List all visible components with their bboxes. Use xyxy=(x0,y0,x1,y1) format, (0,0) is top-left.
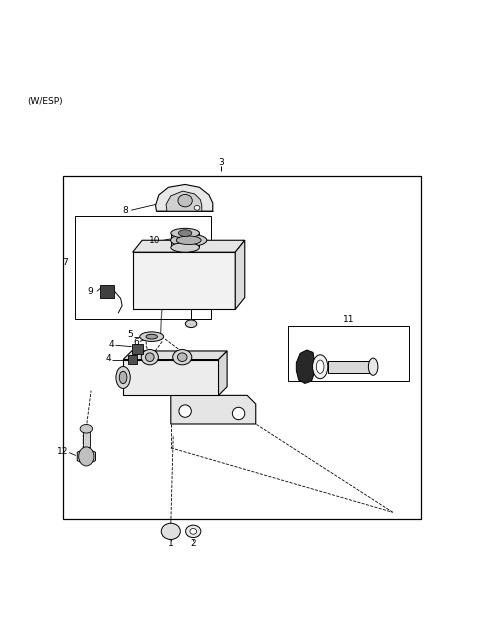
Text: 9: 9 xyxy=(88,287,94,296)
Text: 4: 4 xyxy=(106,354,111,363)
Polygon shape xyxy=(218,351,227,396)
Ellipse shape xyxy=(161,523,180,540)
Ellipse shape xyxy=(119,371,127,383)
Ellipse shape xyxy=(312,355,328,378)
Bar xyxy=(328,360,373,373)
Text: 12: 12 xyxy=(57,447,68,456)
Text: 6: 6 xyxy=(133,338,139,347)
Bar xyxy=(63,176,421,519)
Bar xyxy=(132,345,143,354)
Polygon shape xyxy=(296,350,314,383)
Polygon shape xyxy=(77,448,96,465)
Ellipse shape xyxy=(194,205,200,210)
Ellipse shape xyxy=(145,353,154,362)
Ellipse shape xyxy=(232,407,245,420)
Ellipse shape xyxy=(178,353,187,362)
Ellipse shape xyxy=(79,447,94,466)
Ellipse shape xyxy=(146,334,157,339)
Text: 3: 3 xyxy=(218,158,224,167)
Ellipse shape xyxy=(190,528,197,534)
Ellipse shape xyxy=(80,424,93,433)
Ellipse shape xyxy=(178,195,192,207)
Polygon shape xyxy=(123,360,218,396)
Ellipse shape xyxy=(116,366,130,389)
Polygon shape xyxy=(171,396,256,424)
Ellipse shape xyxy=(173,350,192,365)
Text: 5: 5 xyxy=(127,330,132,339)
Polygon shape xyxy=(132,241,245,252)
Ellipse shape xyxy=(186,525,201,538)
Ellipse shape xyxy=(316,360,324,373)
Ellipse shape xyxy=(141,350,158,365)
Ellipse shape xyxy=(179,405,192,417)
Bar xyxy=(75,216,211,319)
Text: 7: 7 xyxy=(62,258,68,267)
Bar xyxy=(171,233,199,248)
Ellipse shape xyxy=(140,332,164,341)
Text: 2: 2 xyxy=(191,539,196,548)
Ellipse shape xyxy=(368,358,378,375)
Ellipse shape xyxy=(179,230,192,237)
Bar xyxy=(128,355,137,364)
Polygon shape xyxy=(123,351,227,360)
Ellipse shape xyxy=(176,236,201,244)
Text: 8: 8 xyxy=(122,205,128,215)
Bar xyxy=(100,285,115,297)
Polygon shape xyxy=(132,252,235,309)
Ellipse shape xyxy=(171,228,199,238)
Text: 10: 10 xyxy=(149,236,160,245)
Bar xyxy=(288,326,409,381)
Text: 1: 1 xyxy=(168,539,174,548)
Text: (W/ESP): (W/ESP) xyxy=(28,97,63,106)
Bar xyxy=(83,429,90,447)
Ellipse shape xyxy=(171,242,199,252)
Text: 4: 4 xyxy=(109,340,115,349)
Ellipse shape xyxy=(170,234,207,246)
Polygon shape xyxy=(235,241,245,309)
Polygon shape xyxy=(156,184,213,211)
Text: 11: 11 xyxy=(343,315,354,323)
Ellipse shape xyxy=(185,320,197,327)
Polygon shape xyxy=(166,191,202,211)
